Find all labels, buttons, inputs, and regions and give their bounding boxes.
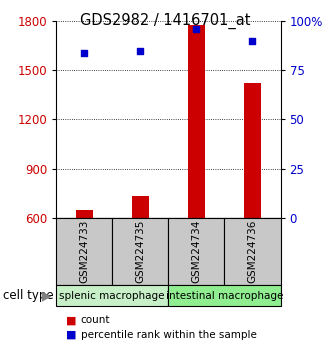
Bar <box>244 84 261 218</box>
Bar <box>168 285 280 306</box>
Text: ■: ■ <box>66 315 77 325</box>
Text: intestinal macrophage: intestinal macrophage <box>166 291 283 301</box>
Text: GSM224734: GSM224734 <box>191 219 201 283</box>
Point <box>82 50 87 56</box>
Bar <box>132 196 149 218</box>
Text: GSM224736: GSM224736 <box>248 219 257 283</box>
Text: GDS2982 / 1416701_at: GDS2982 / 1416701_at <box>80 12 250 29</box>
Bar <box>168 218 224 285</box>
Bar <box>56 218 112 285</box>
Bar <box>112 218 168 285</box>
Text: splenic macrophage: splenic macrophage <box>59 291 165 301</box>
Bar <box>188 24 205 218</box>
Text: GSM224735: GSM224735 <box>135 219 145 283</box>
Point <box>138 48 143 53</box>
Point <box>250 38 255 44</box>
Text: percentile rank within the sample: percentile rank within the sample <box>81 330 257 339</box>
Text: GSM224733: GSM224733 <box>79 219 89 283</box>
Text: cell type: cell type <box>3 289 54 302</box>
Bar <box>224 218 280 285</box>
Text: count: count <box>81 315 110 325</box>
Text: ■: ■ <box>66 330 77 339</box>
Point <box>194 26 199 32</box>
Bar <box>76 210 92 218</box>
Bar <box>56 285 168 306</box>
Text: ▶: ▶ <box>42 289 51 302</box>
